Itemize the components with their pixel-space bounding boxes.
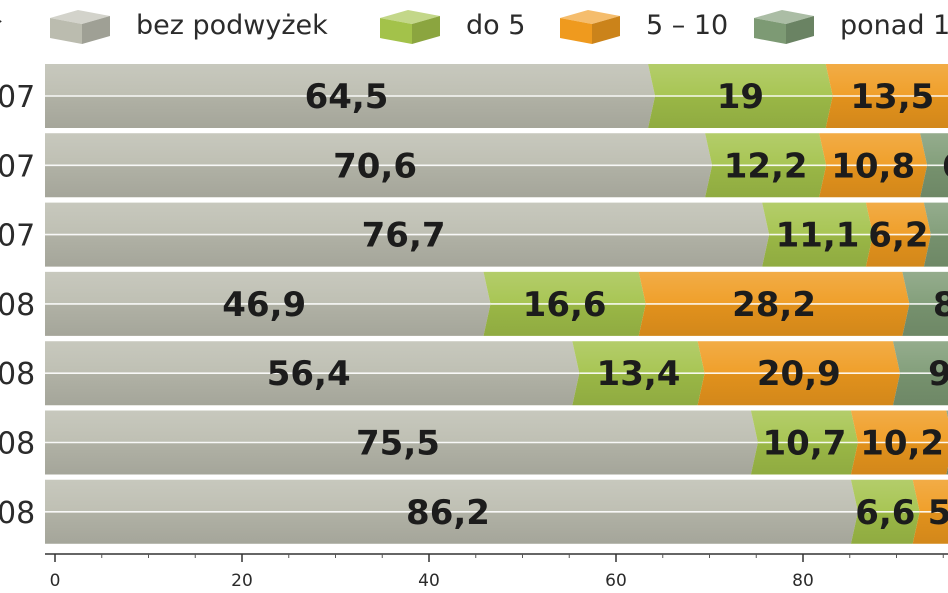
category-label: 08 <box>0 357 35 392</box>
legend-swatch-top <box>754 10 814 24</box>
legend-label: 5 – 10 <box>646 10 728 41</box>
legend-item-0: bez podwyżek <box>50 10 328 44</box>
data-label: 28,2 <box>732 285 816 325</box>
data-label: 10,2 <box>860 424 944 464</box>
data-label: 8 <box>933 285 948 325</box>
category-label: 08 <box>0 288 35 323</box>
legend-item-2: 5 – 10 <box>560 10 728 44</box>
data-label: 13,5 <box>850 77 934 117</box>
x-tick-label: 80 <box>792 571 814 591</box>
legend-swatch-left <box>50 18 82 44</box>
category-label: 08 <box>0 427 35 462</box>
x-tick-label: 0 <box>50 571 61 591</box>
legend-swatch-top <box>380 10 440 24</box>
data-label: 5 <box>928 493 948 533</box>
data-label: 9 <box>928 354 948 394</box>
data-label: 64,5 <box>305 77 389 117</box>
category-label: 07 <box>0 149 35 184</box>
data-label: 46,9 <box>222 285 306 325</box>
category-label: 08 <box>0 496 35 531</box>
legend-cut-text: ł <box>0 10 2 41</box>
bars: 64,5 19 13,5 70,6 12,2 10,8 6 76,7 11,16,2 46,9 16… <box>45 64 948 544</box>
legend-swatch-right <box>592 16 620 44</box>
data-label: 16,6 <box>523 285 607 325</box>
data-label: 6,2 <box>868 216 928 256</box>
data-label: 13,4 <box>597 354 681 394</box>
category-label: 07 <box>0 80 35 115</box>
legend-label: bez podwyżek <box>136 10 328 41</box>
data-label: 6 <box>942 146 948 186</box>
data-label: 20,9 <box>757 354 841 394</box>
data-label: 10,8 <box>831 146 915 186</box>
data-label: 12,2 <box>724 146 808 186</box>
data-label: 75,5 <box>356 424 440 464</box>
legend-label: do 5 <box>466 10 525 41</box>
legend-swatch-left <box>754 18 786 44</box>
legend-swatch-top <box>560 10 620 24</box>
x-tick-label: 20 <box>231 571 253 591</box>
x-axis: 0 20 40 60 80 <box>45 553 948 591</box>
category-label: 07 <box>0 219 35 254</box>
data-label: 19 <box>717 77 764 117</box>
category-labels: 07 07 07 08 08 08 08 <box>0 80 35 531</box>
data-label: 76,7 <box>362 216 446 256</box>
legend-swatch-left <box>380 18 412 44</box>
legend-item-3: ponad 10 <box>754 10 948 44</box>
data-label: 10,7 <box>763 424 847 464</box>
data-label: 6,6 <box>855 493 915 533</box>
legend-swatch-right <box>82 16 110 44</box>
legend-swatch-left <box>560 18 592 44</box>
x-tick-label: 60 <box>605 571 627 591</box>
legend-label: ponad 10 <box>840 10 948 41</box>
legend: ł bez podwyżek do 5 5 – 10 ponad 10 <box>0 10 948 44</box>
data-label: 11,1 <box>776 216 860 256</box>
x-tick-label: 40 <box>418 571 440 591</box>
legend-swatch-right <box>412 16 440 44</box>
data-label: 70,6 <box>333 146 417 186</box>
data-label: 56,4 <box>267 354 351 394</box>
legend-swatch-right <box>786 16 814 44</box>
legend-swatch-top <box>50 10 110 24</box>
data-label: 86,2 <box>406 493 490 533</box>
legend-item-1: do 5 <box>380 10 525 44</box>
